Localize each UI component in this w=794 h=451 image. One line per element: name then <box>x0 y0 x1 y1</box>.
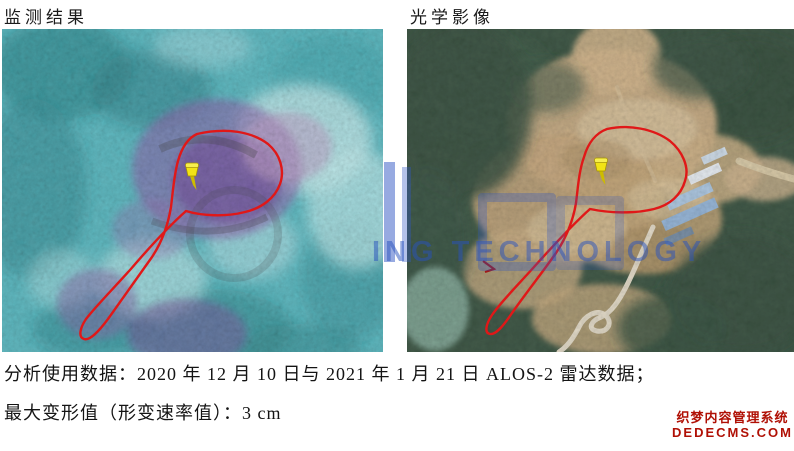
watermark-glyph-bar <box>402 167 411 262</box>
insar-panel-title: 监测结果 <box>4 8 88 27</box>
insar-noise-light <box>2 29 383 352</box>
optical-noise-light <box>407 29 794 352</box>
caption-data-sources: 分析使用数据：2020 年 12 月 10 日与 2021 年 1 月 21 日… <box>4 364 655 384</box>
optical-panel-title: 光学影像 <box>410 8 494 27</box>
cms-watermark-name: 织梦内容管理系统 <box>676 410 789 425</box>
deformation-region-outline <box>482 125 688 336</box>
logo-watermark-traces <box>150 135 282 282</box>
watermark-glyph-box <box>556 196 624 270</box>
watermark-glyph-box <box>478 193 556 271</box>
insar-panel <box>2 29 383 352</box>
caption-max-deformation: 最大变形值（形变速率值）：3 cm <box>4 403 282 423</box>
insar-image <box>2 29 383 352</box>
optical-panel <box>407 29 794 352</box>
cms-watermark: 织梦内容管理系统 DEDECMS.COM <box>672 410 793 440</box>
deformation-region-outline <box>79 129 284 341</box>
technology-watermark-text: ING TECHNOLOGY <box>372 236 707 268</box>
pushpin-icon <box>185 162 199 190</box>
pushpin-icon <box>594 157 608 185</box>
watermark-glyph-bar <box>384 162 395 262</box>
cms-watermark-domain: DEDECMS.COM <box>672 425 793 440</box>
optical-image <box>407 29 794 352</box>
